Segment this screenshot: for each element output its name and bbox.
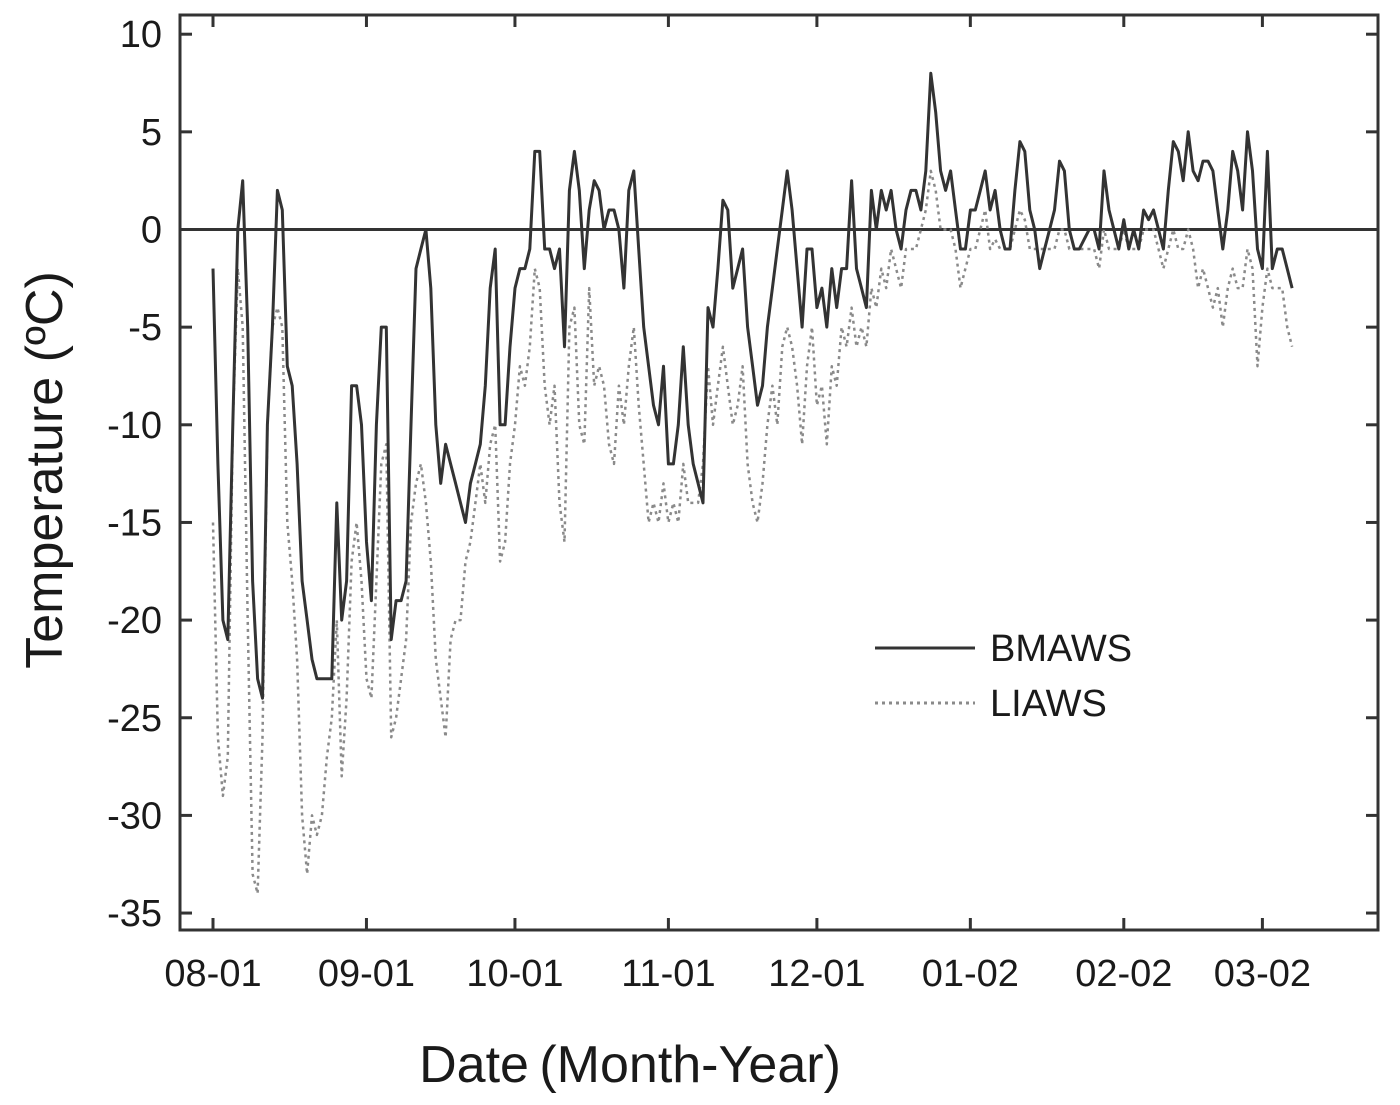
x-tick-label: 02-02 [1075, 953, 1172, 995]
x-tick-label: 11-01 [621, 953, 715, 995]
y-tick-label: 5 [141, 112, 162, 154]
x-tick-label: 10-01 [466, 953, 563, 995]
legend-label-liaws: LIAWS [990, 683, 1107, 725]
y-tick-label: 10 [120, 14, 162, 56]
y-tick-label: -15 [107, 502, 162, 544]
x-tick-label: 12-01 [768, 953, 865, 995]
y-tick-label: 0 [141, 210, 162, 252]
legend: BMAWS LIAWS [875, 628, 1132, 725]
x-axis-title: Date (Month-Year) [419, 1036, 841, 1094]
plot-frame [180, 15, 1378, 930]
x-tick-label: 01-02 [922, 953, 1019, 995]
y-tick-label: -30 [107, 795, 162, 837]
legend-label-bmaws: BMAWS [990, 628, 1132, 670]
y-tick-label: -10 [107, 405, 162, 447]
y-axis-title: Temperature (ºC) [16, 271, 74, 669]
y-tick-label: -5 [128, 307, 162, 349]
x-tick-label: 09-01 [318, 953, 415, 995]
y-tick-label: -20 [107, 600, 162, 642]
series-line-liaws [213, 171, 1292, 894]
y-tick-label: -25 [107, 698, 162, 740]
x-tick-label: 08-01 [164, 953, 261, 995]
y-tick-label: -35 [107, 893, 162, 935]
x-tick-label: 03-02 [1214, 953, 1311, 995]
